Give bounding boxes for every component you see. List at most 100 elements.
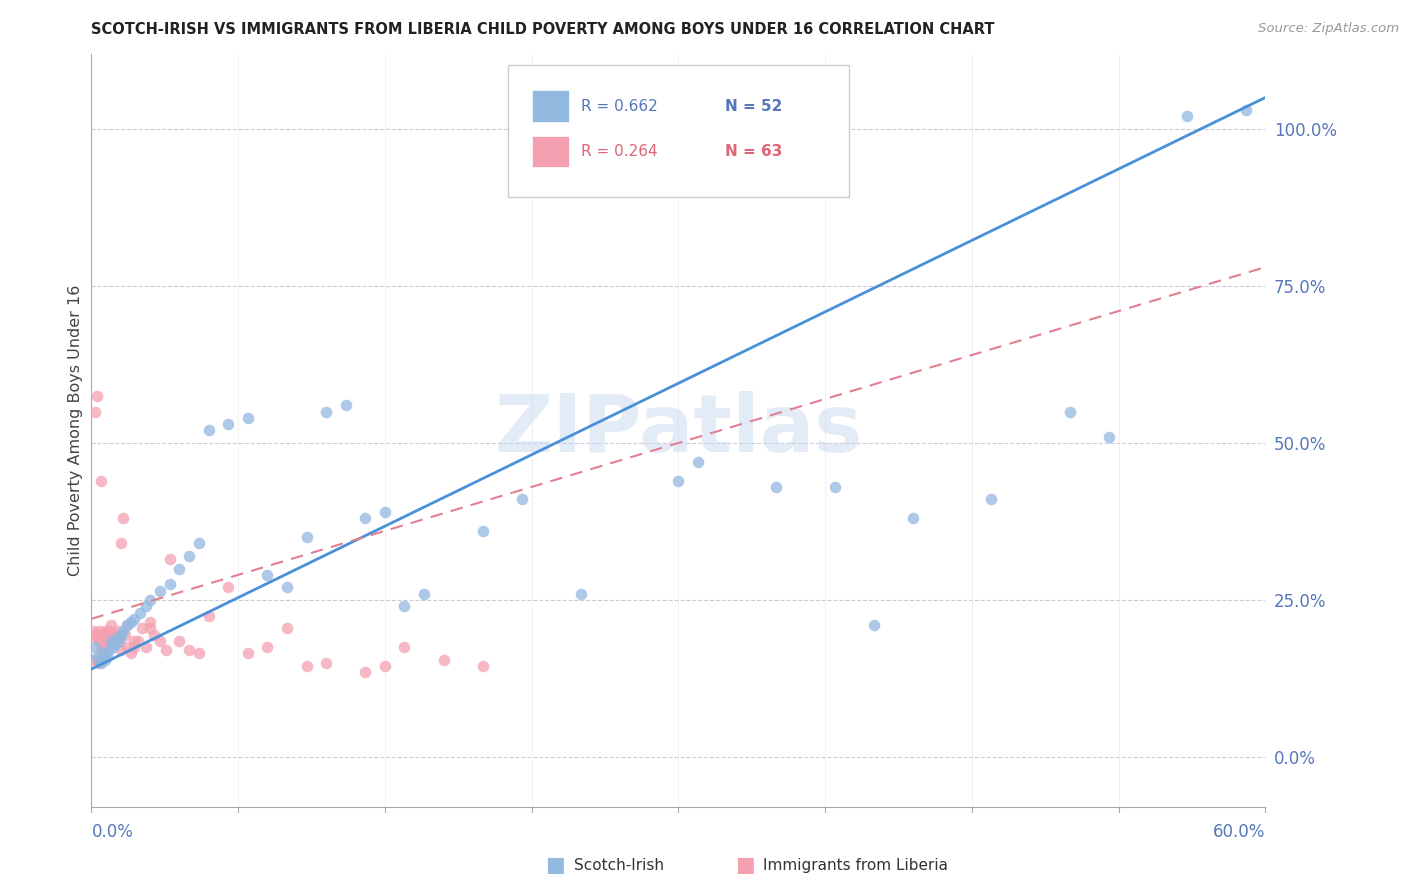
Point [86, 631, 108, 645]
Point [96, 633, 118, 648]
Point [236, 410, 259, 425]
Point [139, 593, 162, 607]
Point [91, 646, 114, 660]
Point [169, 633, 191, 648]
Point [101, 633, 124, 648]
Point [179, 643, 201, 657]
Point [980, 492, 1002, 507]
Text: 60.0%: 60.0% [1213, 823, 1265, 841]
Text: Source: ZipAtlas.com: Source: ZipAtlas.com [1258, 22, 1399, 36]
Text: SCOTCH-IRISH VS IMMIGRANTS FROM LIBERIA CHILD POVERTY AMONG BOYS UNDER 16 CORREL: SCOTCH-IRISH VS IMMIGRANTS FROM LIBERIA … [91, 22, 995, 37]
Point [135, 640, 157, 654]
Point [110, 643, 132, 657]
Point [510, 492, 533, 507]
Point [94, 624, 117, 639]
Point [217, 581, 239, 595]
Point [100, 637, 122, 651]
Text: Scotch-Irish: Scotch-Irish [574, 858, 664, 872]
Point [1098, 430, 1121, 444]
Point [124, 612, 146, 626]
Point [94, 627, 117, 641]
Point [236, 646, 259, 660]
Point [96, 633, 118, 648]
Point [90, 643, 112, 657]
Point [471, 659, 494, 673]
Point [98, 643, 121, 657]
Point [84, 640, 107, 654]
Point [143, 627, 166, 641]
Point [335, 398, 357, 412]
Point [86, 649, 108, 664]
Point [217, 417, 239, 431]
Point [169, 561, 191, 575]
Point [86, 389, 108, 403]
Point [82, 624, 104, 639]
Point [315, 404, 337, 418]
Point [91, 633, 114, 648]
Point [111, 624, 134, 639]
Text: N = 63: N = 63 [725, 144, 783, 159]
Point [354, 665, 377, 680]
Point [101, 640, 124, 654]
Point [197, 424, 219, 438]
FancyBboxPatch shape [531, 90, 569, 122]
Point [124, 640, 146, 654]
Point [863, 618, 886, 632]
Text: ■: ■ [546, 855, 565, 875]
Point [98, 624, 121, 639]
Point [276, 581, 298, 595]
Point [149, 633, 172, 648]
Point [110, 627, 132, 641]
FancyBboxPatch shape [508, 65, 849, 197]
Point [104, 637, 127, 651]
Text: R = 0.662: R = 0.662 [581, 99, 658, 114]
Point [96, 649, 118, 664]
Point [129, 606, 152, 620]
Point [1175, 109, 1198, 123]
Text: 0.0%: 0.0% [91, 823, 134, 841]
Point [413, 587, 436, 601]
Point [84, 627, 107, 641]
Point [569, 587, 592, 601]
Point [100, 618, 122, 632]
Point [139, 621, 162, 635]
Point [96, 627, 118, 641]
Point [394, 640, 416, 654]
Point [107, 633, 129, 648]
Point [901, 511, 924, 525]
Point [104, 633, 127, 648]
Point [127, 633, 149, 648]
Point [110, 536, 132, 550]
Point [94, 649, 117, 664]
Point [471, 524, 494, 538]
Point [824, 480, 846, 494]
Point [295, 659, 318, 673]
Point [354, 511, 377, 525]
Point [94, 653, 117, 667]
Point [374, 505, 396, 519]
Y-axis label: Child Poverty Among Boys Under 16: Child Poverty Among Boys Under 16 [67, 285, 83, 576]
Text: ■: ■ [735, 855, 755, 875]
Text: ZIPatlas: ZIPatlas [495, 392, 862, 469]
Point [686, 455, 709, 469]
Point [256, 567, 278, 582]
Point [155, 643, 177, 657]
Point [432, 653, 454, 667]
Point [84, 404, 107, 418]
Point [84, 653, 107, 667]
Point [276, 621, 298, 635]
FancyBboxPatch shape [531, 136, 569, 168]
Point [765, 480, 787, 494]
Point [159, 552, 181, 566]
Point [89, 656, 111, 670]
Point [666, 474, 689, 488]
Point [105, 624, 128, 639]
Point [104, 627, 127, 641]
Point [256, 640, 278, 654]
Point [1059, 404, 1081, 418]
Point [107, 633, 129, 648]
Point [120, 646, 142, 660]
Point [124, 633, 146, 648]
Point [90, 637, 112, 651]
Point [90, 656, 112, 670]
